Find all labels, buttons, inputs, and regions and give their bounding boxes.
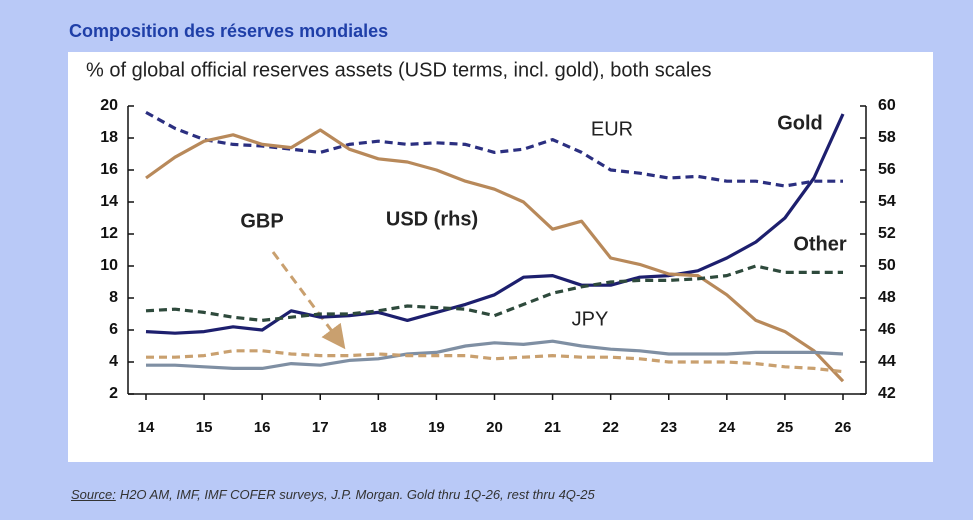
series-label: GBP — [240, 210, 283, 232]
y-tick-label: 8 — [109, 289, 118, 306]
series-line — [145, 264, 843, 322]
series-line — [146, 339, 844, 370]
y2-tick-label: 50 — [878, 257, 896, 274]
series-line — [145, 128, 845, 383]
y2-tick-label: 46 — [878, 321, 896, 338]
x-tick-label: 15 — [196, 419, 213, 436]
y-tick-label: 16 — [100, 161, 118, 178]
series-label: JPY — [572, 308, 609, 330]
y-tick-label: 20 — [100, 97, 118, 114]
chart: % of global official reserves assets (US… — [86, 59, 896, 436]
gbp-arrow — [271, 251, 346, 350]
x-tick-label: 25 — [777, 419, 794, 436]
y2-tick-label: 42 — [878, 385, 896, 402]
y2-tick-label: 58 — [878, 129, 896, 146]
x-tick-label: 21 — [544, 419, 561, 436]
y-tick-label: 10 — [100, 257, 118, 274]
source-text: H2O AM, IMF, IMF COFER surveys, J.P. Mor… — [119, 487, 595, 502]
source-label: Source: — [71, 487, 116, 502]
x-tick-label: 22 — [602, 419, 619, 436]
y-tick-label: 4 — [109, 353, 118, 370]
chart-title: % of global official reserves assets (US… — [86, 59, 711, 81]
x-tick-label: 24 — [718, 419, 735, 436]
y-tick-label: 6 — [109, 321, 118, 338]
y2-tick-label: 44 — [878, 353, 896, 370]
y-tick-label: 2 — [109, 385, 118, 402]
series-label: USD (rhs) — [386, 208, 478, 230]
y-tick-label: 12 — [100, 225, 118, 242]
x-tick-label: 17 — [312, 419, 329, 436]
series-line — [145, 110, 843, 188]
source: Source: H2O AM, IMF, IMF COFER surveys, J… — [71, 487, 595, 502]
x-tick-label: 18 — [370, 419, 387, 436]
y-tick-label: 18 — [100, 129, 118, 146]
x-tick-label: 20 — [486, 419, 503, 436]
x-tick-label: 16 — [254, 419, 271, 436]
y2-tick-label: 52 — [878, 225, 896, 242]
series-line — [145, 113, 845, 335]
y-tick-label: 14 — [100, 193, 118, 210]
y2-tick-label: 54 — [878, 193, 896, 210]
y2-tick-label: 48 — [878, 289, 896, 306]
x-tick-label: 23 — [660, 419, 677, 436]
x-tick-label: 19 — [428, 419, 445, 436]
y2-tick-label: 56 — [878, 161, 896, 178]
x-tick-label: 14 — [138, 419, 155, 436]
series-label: EUR — [591, 118, 633, 140]
series-label: Other — [793, 233, 847, 255]
y2-tick-label: 60 — [878, 97, 896, 114]
page-title: Composition des réserves mondiales — [69, 21, 389, 41]
series-label: Gold — [777, 112, 823, 134]
x-tick-label: 26 — [835, 419, 852, 436]
